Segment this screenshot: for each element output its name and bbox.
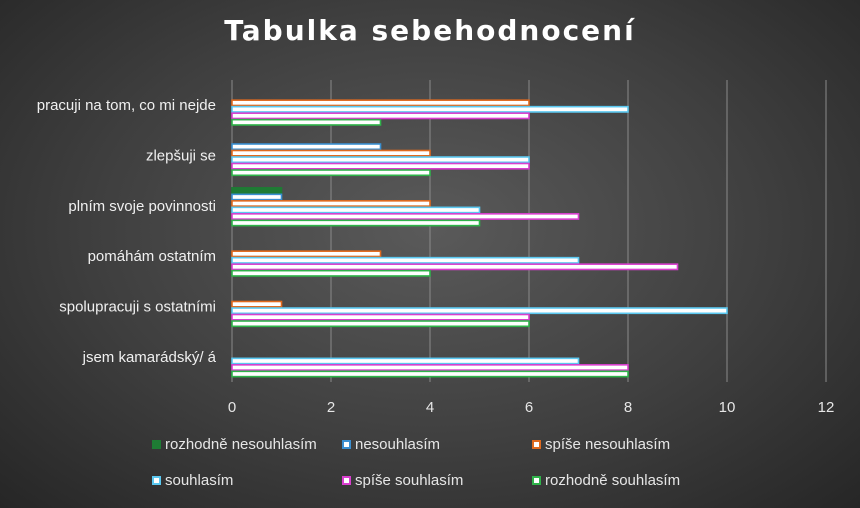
legend-item: spíše souhlasím bbox=[342, 472, 463, 489]
legend-label: spíše nesouhlasím bbox=[545, 436, 671, 453]
bar-nesouhlasím bbox=[231, 143, 382, 151]
legend-item: nesouhlasím bbox=[342, 436, 440, 453]
x-tick-label: 2 bbox=[327, 399, 335, 416]
bar-spíše-souhlasím bbox=[231, 213, 580, 220]
category-label: jsem kamarádský/ á bbox=[82, 349, 217, 366]
legend-label: nesouhlasím bbox=[355, 436, 441, 453]
bar-souhlasím bbox=[231, 256, 580, 264]
category-label: pomáhám ostatním bbox=[88, 248, 216, 265]
bar-rozhodně-souhlasím bbox=[231, 118, 382, 126]
bar-rozhodně-souhlasím bbox=[231, 370, 629, 378]
legend-swatch bbox=[532, 476, 541, 485]
bar-rozhodně-souhlasím bbox=[231, 320, 530, 328]
x-tick-label: 8 bbox=[624, 399, 632, 416]
legend-label: spíše souhlasím bbox=[355, 472, 464, 489]
bar-spíše-nesouhlasím bbox=[231, 149, 431, 157]
legend-item: rozhodně souhlasím bbox=[532, 472, 680, 489]
legend-item: spíše nesouhlasím bbox=[532, 436, 670, 453]
category-label: zlepšuji se bbox=[146, 148, 216, 165]
bar-rozhodně-souhlasím bbox=[231, 269, 431, 277]
bar-spíše-nesouhlasím bbox=[231, 250, 382, 258]
chart-title: Tabulka sebehodnocení bbox=[224, 14, 636, 47]
bar-spíše-souhlasím bbox=[231, 263, 679, 271]
x-tick-label: 10 bbox=[719, 399, 736, 416]
bar-rozhodně-nesouhlasím bbox=[231, 187, 283, 194]
legend-swatch bbox=[532, 440, 541, 449]
bar-souhlasím bbox=[231, 156, 530, 164]
x-tick-label: 6 bbox=[525, 399, 533, 416]
bar-souhlasím bbox=[231, 307, 728, 315]
legend-label: rozhodně souhlasím bbox=[545, 472, 681, 489]
legend-item: rozhodně nesouhlasím bbox=[152, 436, 317, 453]
bar-rozhodně-souhlasím bbox=[231, 219, 481, 227]
bar-souhlasím bbox=[231, 105, 629, 113]
legend-label: souhlasím bbox=[165, 472, 234, 489]
bar-souhlasím bbox=[231, 206, 481, 214]
x-tick-label: 0 bbox=[228, 399, 236, 416]
bar-spíše-souhlasím bbox=[231, 313, 530, 321]
bar-spíše-souhlasím bbox=[231, 162, 530, 170]
x-tick-label: 4 bbox=[426, 399, 434, 416]
x-tick-label: 12 bbox=[818, 399, 835, 416]
bar-spíše-souhlasím bbox=[231, 364, 629, 371]
legend-swatch bbox=[152, 440, 161, 449]
bar-spíše-nesouhlasím bbox=[231, 200, 431, 207]
bar-spíše-souhlasím bbox=[231, 112, 530, 120]
legend-item: souhlasím bbox=[152, 472, 233, 489]
category-label: pracuji na tom, co mi nejde bbox=[37, 97, 216, 114]
bar-spíše-nesouhlasím bbox=[231, 300, 283, 308]
bar-rozhodně-souhlasím bbox=[231, 169, 431, 177]
legend-swatch bbox=[342, 476, 351, 485]
bar-souhlasím bbox=[231, 357, 580, 365]
legend-swatch bbox=[152, 476, 161, 485]
category-label: spolupracuji s ostatními bbox=[59, 299, 216, 316]
legend-label: rozhodně nesouhlasím bbox=[165, 436, 317, 453]
bar-spíše-nesouhlasím bbox=[231, 99, 530, 107]
legend-swatch bbox=[342, 440, 351, 449]
bar-nesouhlasím bbox=[231, 193, 283, 201]
category-label: plním svoje povinnosti bbox=[68, 198, 216, 215]
